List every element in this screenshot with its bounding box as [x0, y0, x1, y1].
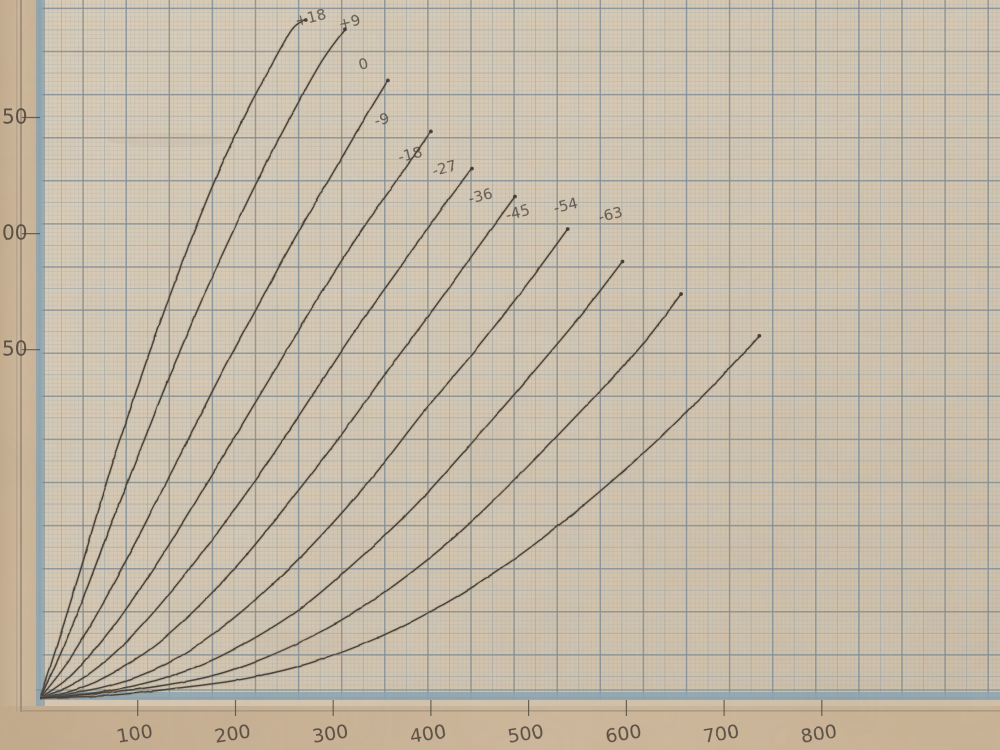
graph-paper-sheet: +18+90-9-18-27-36-45-54-63 1002003004005… [0, 0, 1000, 750]
paper-grain-overlay [0, 0, 1000, 750]
hand-drawn-chart: +18+90-9-18-27-36-45-54-63 1002003004005… [0, 0, 1000, 750]
